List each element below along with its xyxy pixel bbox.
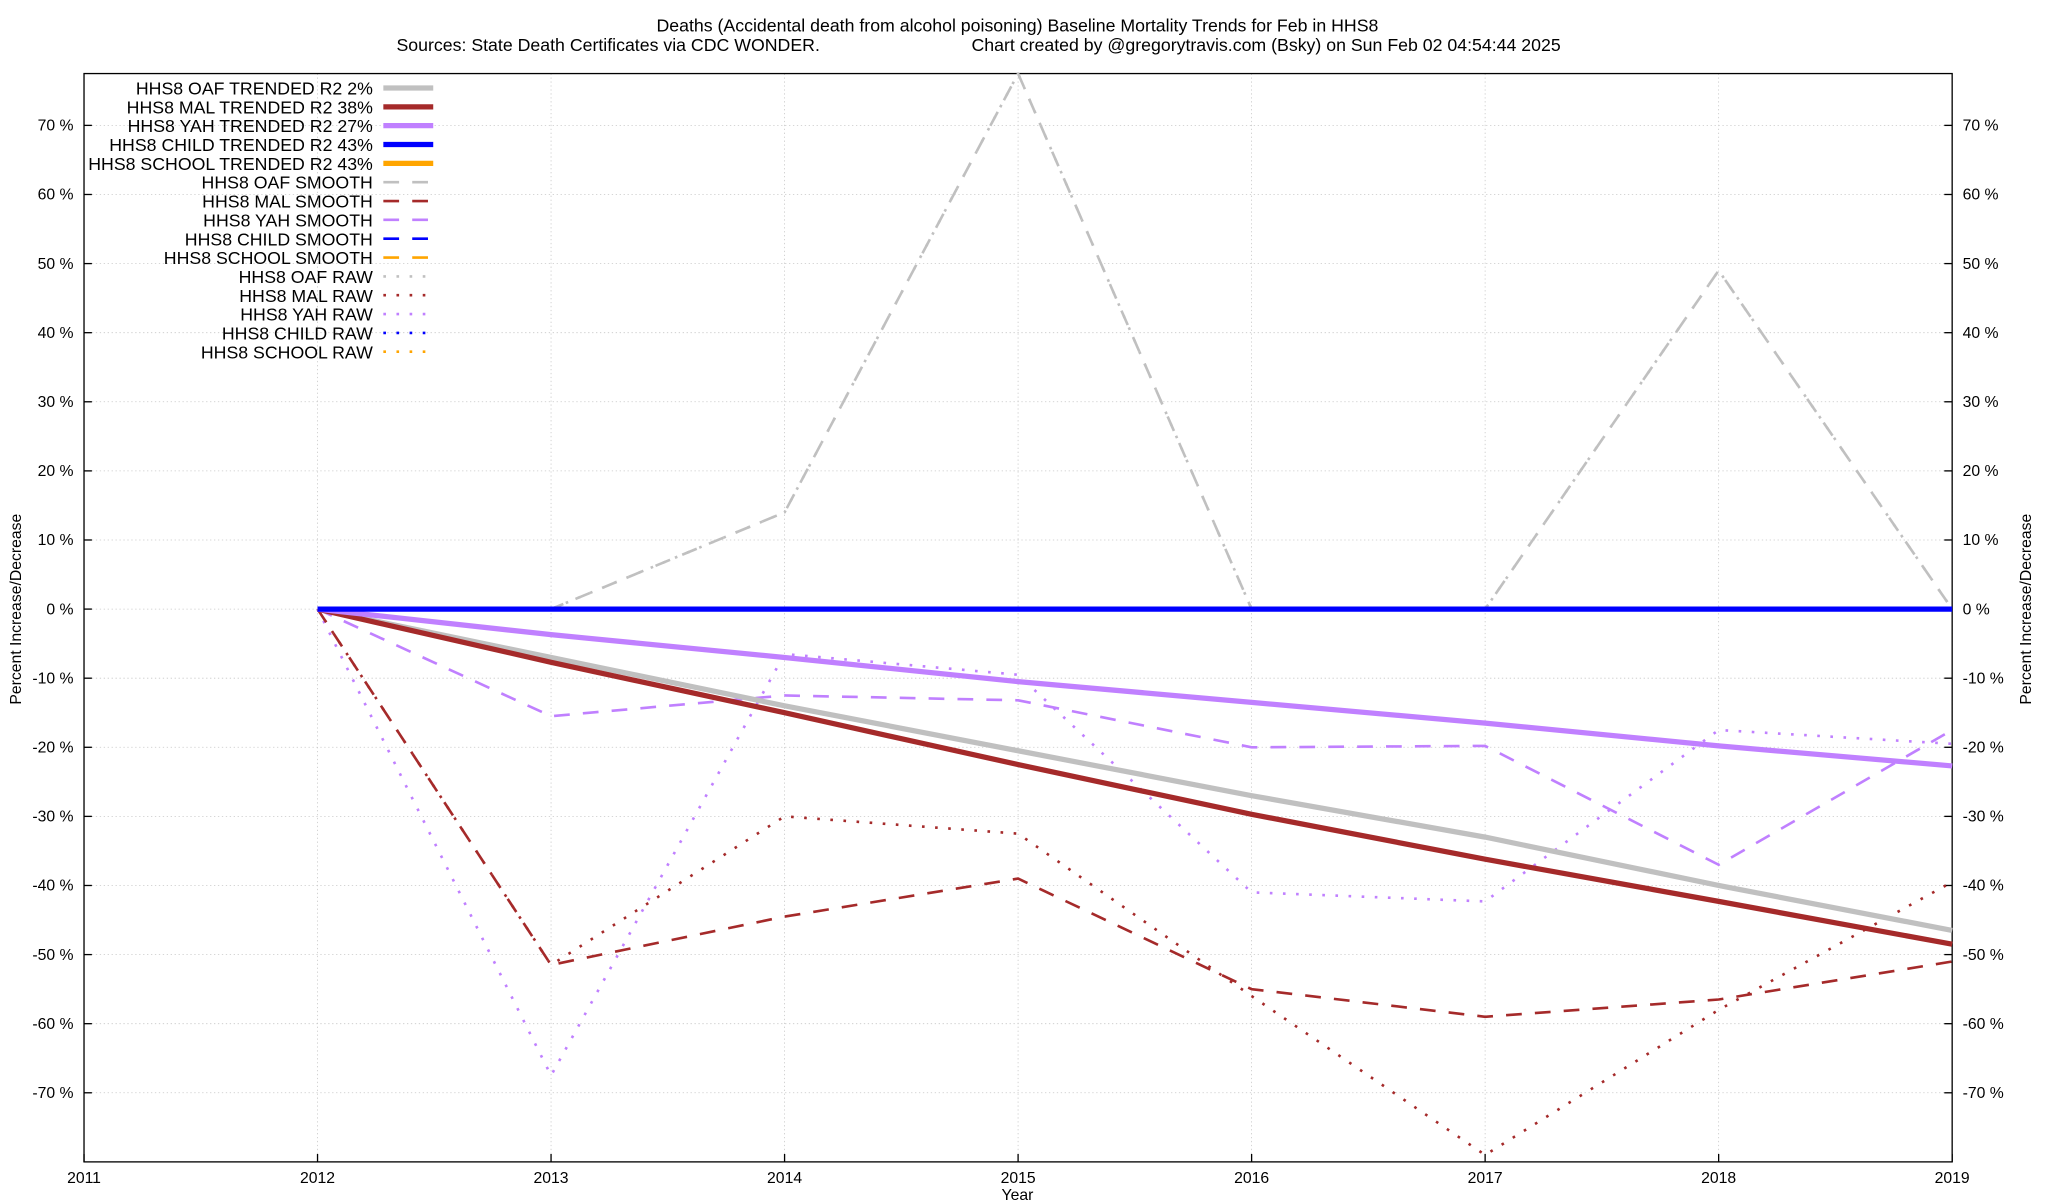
- series-line-hhs8-oaf-trended: [317, 606, 1953, 933]
- legend-label: HHS8 YAH TRENDED R2 27%: [128, 116, 373, 136]
- y-tick-label: -30 %: [32, 809, 73, 826]
- y-tick-label: 70 %: [38, 118, 74, 135]
- y-tick-label: 50 %: [38, 256, 74, 273]
- legend-label: HHS8 CHILD RAW: [222, 323, 373, 343]
- y-axis-label-left: Percent Increase/Decrease: [8, 514, 25, 705]
- legend-label: HHS8 CHILD TRENDED R2 43%: [109, 135, 373, 155]
- y2-tick-label: 40 %: [1963, 325, 1999, 342]
- x-tick-label: 2011: [67, 1170, 101, 1187]
- legend-label: HHS8 SCHOOL RAW: [201, 342, 373, 362]
- x-tick-label: 2019: [1935, 1170, 1970, 1187]
- y2-tick-label: 10 %: [1963, 532, 1999, 549]
- y2-tick-label: -10 %: [1963, 670, 2004, 687]
- x-tick-label: 2014: [767, 1170, 802, 1187]
- legend-label: HHS8 SCHOOL SMOOTH: [164, 248, 373, 268]
- y-axis-label-right: Percent Increase/Decrease: [2018, 514, 2035, 705]
- chart-subtitle-source: Sources: State Death Certificates via CD…: [396, 35, 819, 55]
- y-tick-label: 60 %: [38, 187, 74, 204]
- x-tick-label: 2012: [300, 1170, 335, 1187]
- y2-tick-label: -40 %: [1963, 878, 2004, 895]
- legend-label: HHS8 YAH RAW: [240, 305, 373, 325]
- series-line-hhs8-yah-raw: [316, 608, 1953, 1077]
- legend-label: HHS8 MAL SMOOTH: [202, 192, 373, 212]
- legend-label: HHS8 CHILD SMOOTH: [185, 229, 373, 249]
- x-tick-label: 2018: [1701, 1170, 1736, 1187]
- y2-tick-label: 20 %: [1963, 463, 1999, 480]
- y-tick-label: 20 %: [38, 463, 74, 480]
- series-line-hhs8-yah-trended: [317, 606, 1953, 769]
- series-line-hhs8-yah-smooth: [316, 607, 1953, 867]
- y2-tick-label: -60 %: [1963, 1016, 2004, 1033]
- y2-tick-label: 60 %: [1963, 187, 1999, 204]
- y-tick-label: -50 %: [32, 947, 73, 964]
- x-tick-label: 2015: [1001, 1170, 1036, 1187]
- x-tick-label: 2017: [1468, 1170, 1503, 1187]
- y-tick-label: 40 %: [38, 325, 74, 342]
- legend-label: HHS8 SCHOOL TRENDED R2 43%: [88, 154, 373, 174]
- x-tick-label: 2013: [534, 1170, 569, 1187]
- y-tick-label: -10 %: [32, 670, 73, 687]
- series-lines: [316, 72, 1954, 1157]
- y-tick-label: 10 %: [38, 532, 74, 549]
- legend: HHS8 OAF TRENDED R2 2%HHS8 MAL TRENDED R…: [88, 79, 434, 362]
- axes: 70 % 70 % 60 % 60 % 50 % 50 % 40 % 40 % 30 % 30 %…: [32, 72, 2004, 1187]
- series-line-hhs8-oaf-smooth: [317, 72, 1954, 611]
- y-tick-label: 30 %: [38, 394, 74, 411]
- grid: [83, 73, 1953, 1162]
- y2-tick-label: 0 %: [1963, 601, 1990, 618]
- y2-tick-label: 50 %: [1963, 256, 1999, 273]
- series-line-hhs8-mal-smooth: [316, 608, 1953, 1019]
- x-tick-label: 2016: [1234, 1170, 1269, 1187]
- legend-label: HHS8 OAF SMOOTH: [202, 173, 373, 193]
- legend-label: HHS8 OAF TRENDED R2 2%: [136, 79, 373, 99]
- y-tick-label: -60 %: [32, 1016, 73, 1033]
- y-tick-label: -70 %: [32, 1085, 73, 1102]
- y-tick-label: -20 %: [32, 740, 73, 757]
- y2-tick-label: -50 %: [1963, 947, 2004, 964]
- legend-label: HHS8 YAH SMOOTH: [203, 210, 373, 230]
- legend-label: HHS8 MAL RAW: [239, 286, 373, 306]
- series-line-hhs8-mal-raw: [316, 608, 1953, 1157]
- chart-subtitle-credit: Chart created by @gregorytravis.com (Bsk…: [971, 35, 1560, 55]
- x-axis-label: Year: [1002, 1187, 1034, 1200]
- series-line-hhs8-mal-trended: [316, 606, 1953, 947]
- y2-tick-label: 70 %: [1963, 118, 1999, 135]
- legend-label: HHS8 MAL TRENDED R2 38%: [127, 97, 373, 117]
- y2-tick-label: 30 %: [1963, 394, 1999, 411]
- y-tick-label: 0 %: [46, 601, 73, 618]
- legend-label: HHS8 OAF RAW: [239, 267, 373, 287]
- y2-tick-label: -70 %: [1963, 1085, 2004, 1102]
- chart-title: Deaths (Accidental death from alcohol po…: [656, 16, 1378, 36]
- y2-tick-label: -20 %: [1963, 740, 2004, 757]
- y-tick-label: -40 %: [32, 878, 73, 895]
- y2-tick-label: -30 %: [1963, 809, 2004, 826]
